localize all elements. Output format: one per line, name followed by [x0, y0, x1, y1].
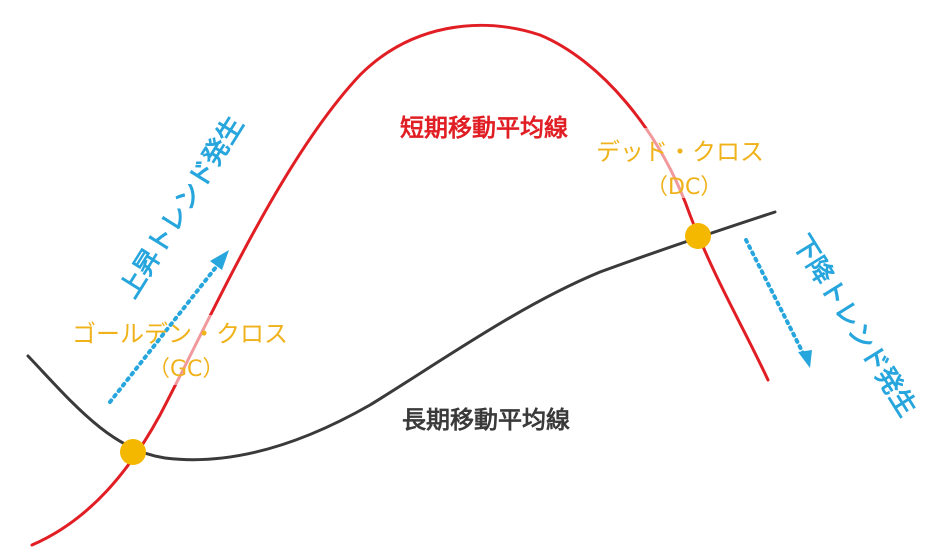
dotted-arrow-up-right-icon	[108, 250, 229, 404]
dead-cross-label: デッド・クロス	[596, 138, 764, 166]
dead-cross-label-backdrop	[592, 128, 782, 198]
dead-cross-abbr: （DC）	[646, 175, 722, 200]
dotted-arrow-down-right-icon	[744, 238, 812, 368]
long-ma-label: 長期移動平均線	[402, 406, 570, 434]
golden-cross-abbr: （GC）	[148, 357, 224, 382]
dead-cross-marker	[685, 223, 711, 249]
golden-cross-marker	[120, 439, 146, 465]
downtrend-label: 下降トレンド発生	[786, 230, 922, 422]
short-ma-label: 短期移動平均線	[400, 114, 568, 142]
short-moving-average-line	[30, 23, 770, 547]
golden-cross-label-backdrop	[105, 315, 310, 385]
golden-cross-label: ゴールデン・クロス	[72, 320, 288, 348]
